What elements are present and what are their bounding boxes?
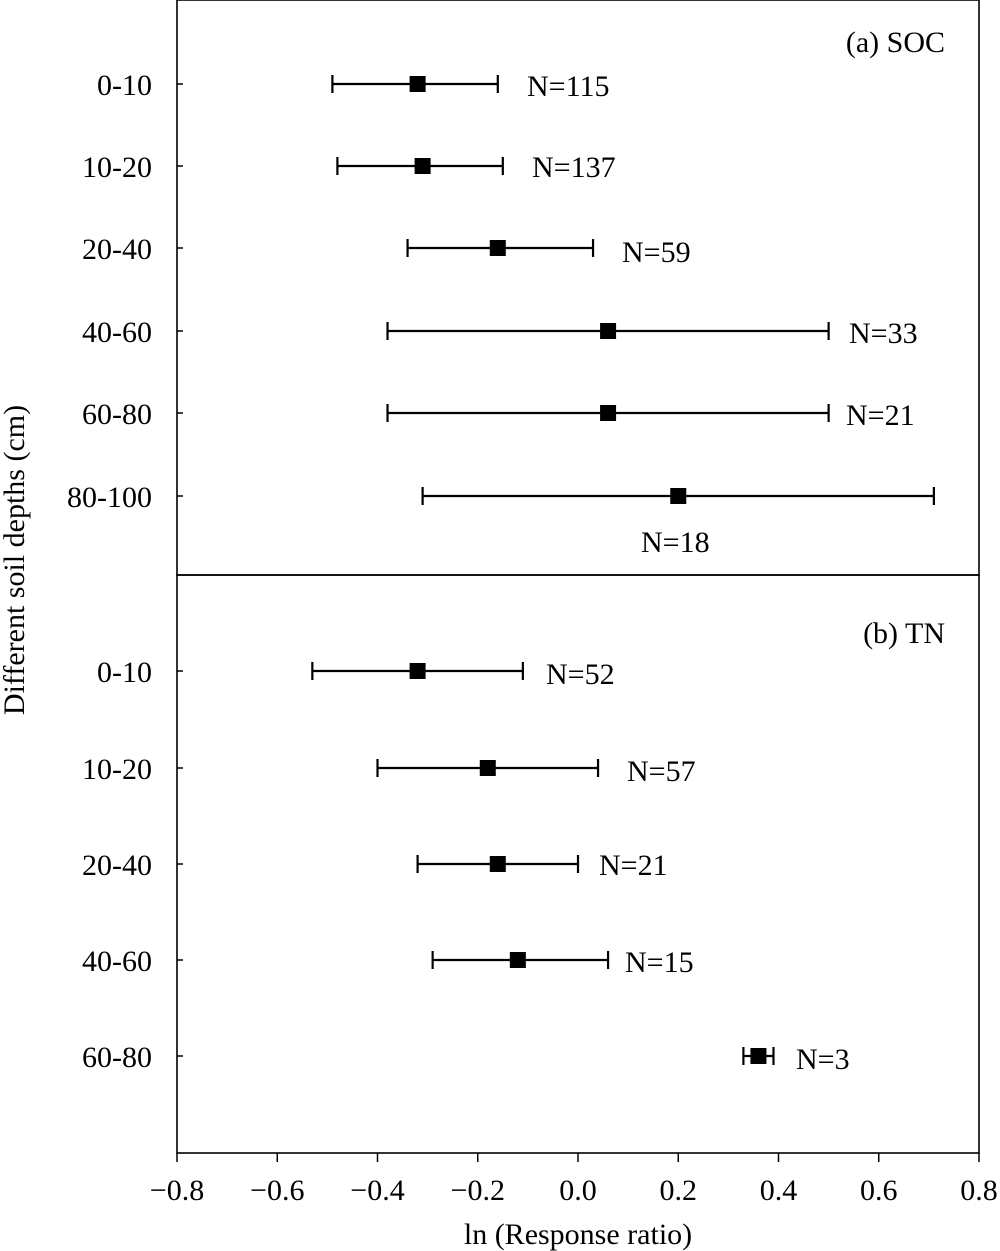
sample-size-label: N=52 — [546, 658, 615, 691]
data-point — [489, 240, 506, 256]
y-tick-label: 40-60 — [82, 316, 152, 349]
x-tick-label: −0.6 — [250, 1174, 304, 1207]
panel-soc: (a) SOC 0-10 N=115 10-20 N=137 20-40 N=59 40-60… — [67, 0, 980, 576]
x-tick-label: 0.2 — [660, 1174, 698, 1207]
x-tick-label: −0.8 — [150, 1174, 204, 1207]
panel-title: (a) SOC — [846, 26, 945, 59]
sample-size-label: N=59 — [622, 236, 691, 269]
x-axis-label: ln (Response ratio) — [464, 1218, 692, 1251]
data-point — [750, 1048, 767, 1064]
sample-size-label: N=137 — [532, 151, 616, 184]
x-tick-label: 0.4 — [760, 1174, 798, 1207]
data-point — [509, 952, 526, 968]
x-tick-label: 0.0 — [559, 1174, 597, 1207]
data-point — [409, 76, 426, 92]
sample-size-label: N=115 — [527, 70, 609, 103]
y-tick-label: 80-100 — [67, 481, 152, 514]
x-tick-label: 0.6 — [860, 1174, 898, 1207]
sample-size-label: N=3 — [796, 1043, 850, 1076]
panel-tn: (b) TN 0-10 N=52 10-20 N=57 20-40 N=21 40-60 N=1… — [82, 574, 980, 1154]
x-axis: −0.8 −0.6 −0.4 −0.2 0.0 0.2 0.4 0.6 0.8 — [150, 1153, 998, 1207]
data-point — [600, 323, 617, 339]
y-tick-label: 0-10 — [97, 656, 152, 689]
sample-size-label: N=57 — [627, 755, 696, 788]
data-point — [414, 158, 431, 174]
data-point — [409, 663, 426, 679]
y-tick-label: 0-10 — [97, 69, 152, 102]
x-tick-label: −0.2 — [451, 1174, 505, 1207]
data-point — [670, 488, 687, 504]
y-tick-label: 10-20 — [82, 753, 152, 786]
y-tick-label: 60-80 — [82, 1041, 152, 1074]
y-axis-label: Different soil depths (cm) — [0, 405, 31, 715]
data-point — [489, 856, 506, 872]
sample-size-label: N=21 — [599, 849, 668, 882]
y-tick-label: 20-40 — [82, 849, 152, 882]
data-point — [600, 405, 617, 421]
data-point — [479, 760, 496, 776]
y-tick-label: 10-20 — [82, 151, 152, 184]
x-tick-label: −0.4 — [350, 1174, 404, 1207]
sample-size-label: N=18 — [641, 526, 710, 559]
x-tick-label: 0.8 — [960, 1174, 998, 1207]
panel-title: (b) TN — [863, 617, 945, 650]
y-tick-label: 40-60 — [82, 945, 152, 978]
sample-size-label: N=15 — [625, 946, 694, 979]
y-tick-label: 60-80 — [82, 398, 152, 431]
sample-size-label: N=21 — [846, 399, 915, 432]
y-tick-label: 20-40 — [82, 233, 152, 266]
sample-size-label: N=33 — [849, 317, 918, 350]
